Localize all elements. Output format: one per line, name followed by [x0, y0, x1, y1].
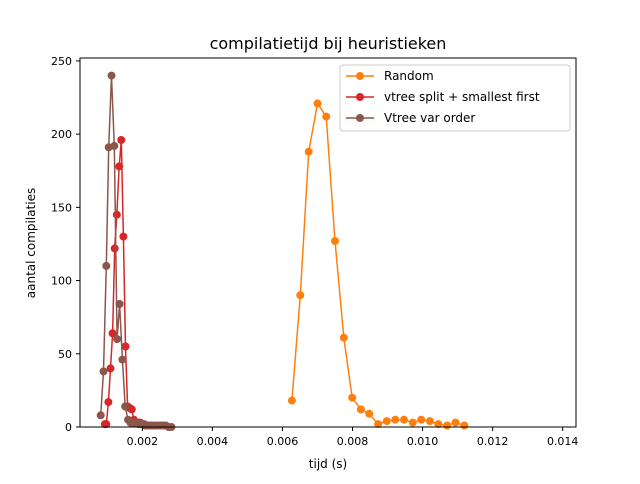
- legend-item: Vtree var order: [346, 111, 475, 125]
- plot-frame: [79, 57, 577, 428]
- data-point: [460, 421, 469, 430]
- data-point: [121, 342, 130, 351]
- data-point: [112, 210, 121, 219]
- data-point: [108, 329, 117, 338]
- data-point: [417, 415, 426, 424]
- data-point: [99, 367, 108, 376]
- data-point: [127, 405, 136, 414]
- y-tick-label: 200: [51, 128, 72, 141]
- data-point: [106, 364, 115, 373]
- x-tick-label: 0.004: [197, 435, 229, 448]
- data-point: [382, 417, 391, 426]
- axes: 0.002 0.004 0.006 0.008 0.010 0.012 0.014 0 50 10…: [51, 55, 578, 448]
- data-point: [118, 355, 127, 364]
- y-tick-label: 100: [51, 275, 72, 288]
- y-tick-label: 150: [51, 201, 72, 214]
- x-tick-label: 0.008: [337, 435, 369, 448]
- data-point: [117, 136, 126, 144]
- y-axis-label: aantal compilaties: [24, 188, 38, 298]
- data-point: [400, 415, 408, 424]
- data-point: [434, 420, 443, 429]
- legend-item: Random: [346, 69, 434, 83]
- data-point: [374, 420, 383, 429]
- x-tick-label: 0.010: [407, 435, 439, 448]
- data-point: [339, 333, 348, 342]
- legend-marker: [356, 72, 364, 80]
- data-point: [296, 291, 305, 300]
- data-point: [119, 232, 128, 241]
- legend-marker: [356, 114, 364, 122]
- data-point: [451, 418, 460, 427]
- chart-title: compilatietijd bij heuristieken: [210, 34, 447, 53]
- x-axis-label: tijd (s): [309, 457, 347, 471]
- data-point: [115, 300, 124, 308]
- data-point: [121, 402, 130, 411]
- data-point: [322, 112, 331, 121]
- data-point: [313, 99, 322, 108]
- data-point: [102, 420, 111, 429]
- data-point: [348, 393, 357, 402]
- x-tick-label: 0.014: [547, 435, 579, 448]
- x-tick-label: 0.002: [127, 435, 159, 448]
- data-point: [107, 71, 116, 80]
- data-point: [110, 244, 119, 253]
- data-point: [104, 398, 113, 407]
- data-point: [425, 417, 434, 426]
- data-point: [287, 396, 296, 405]
- data-point: [408, 418, 417, 427]
- data-point: [115, 162, 124, 171]
- data-point: [304, 147, 313, 156]
- y-tick-label: 50: [58, 348, 72, 361]
- legend-label: vtree split + smallest first: [384, 90, 540, 104]
- data-point: [96, 411, 105, 420]
- legend-label: Random: [384, 69, 434, 83]
- data-point: [365, 409, 374, 418]
- legend-box: [339, 64, 571, 132]
- data-point: [356, 405, 365, 414]
- data-point: [331, 237, 339, 245]
- data-point: [113, 335, 122, 344]
- data-point: [110, 141, 119, 150]
- x-tick-label: 0.012: [477, 435, 509, 448]
- data-point: [102, 261, 111, 270]
- legend: Random vtree split + smallest first Vtree …: [339, 64, 571, 132]
- legend-item: vtree split + smallest first: [346, 90, 540, 104]
- legend-label: Vtree var order: [384, 111, 475, 125]
- y-tick-label: 250: [51, 55, 72, 68]
- x-tick-label: 0.006: [267, 435, 299, 448]
- data-point: [391, 415, 400, 424]
- data-point: [443, 421, 452, 430]
- y-tick-label: 0: [65, 421, 72, 434]
- legend-marker: [356, 93, 364, 101]
